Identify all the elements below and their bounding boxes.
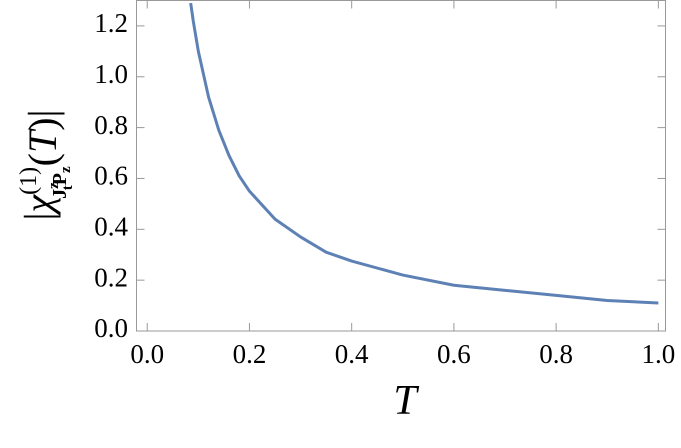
- y-label-part: t: [60, 185, 76, 190]
- y-tick-label: 1.0: [94, 59, 128, 89]
- y-tick-label: 0.8: [94, 110, 128, 140]
- y-label-part: J: [49, 189, 71, 199]
- x-tick-label: 0.2: [233, 339, 267, 369]
- y-axis-label: |χ(1) JztPz(T)|: [16, 109, 76, 220]
- x-axis-label: T: [393, 378, 419, 424]
- y-label-part: )|: [20, 109, 65, 130]
- x-tick-label: 0.4: [335, 339, 369, 369]
- x-tick-label: 0.6: [437, 339, 471, 369]
- y-tick-label: 0.0: [94, 313, 128, 343]
- y-label-part: |: [16, 213, 61, 221]
- y-label-part: χ: [16, 194, 61, 217]
- y-tick-label: 0.4: [94, 212, 128, 242]
- x-tick-label: 1.0: [641, 339, 675, 369]
- y-label-part: P: [49, 173, 71, 185]
- x-tick-label: 0.0: [130, 339, 164, 369]
- y-tick-label: 0.6: [94, 161, 128, 191]
- x-tick-label: 0.8: [539, 339, 573, 369]
- y-label-part: T: [20, 128, 65, 153]
- y-tick-label: 0.2: [94, 262, 128, 292]
- y-label-part: (: [20, 153, 65, 166]
- data-line: [189, 2, 659, 305]
- y-label-part: (1): [16, 167, 42, 195]
- y-label-part: z: [46, 182, 62, 189]
- plot-frame: [136, 0, 666, 332]
- y-label-part: z: [58, 166, 74, 173]
- y-tick-label: 1.2: [94, 8, 128, 38]
